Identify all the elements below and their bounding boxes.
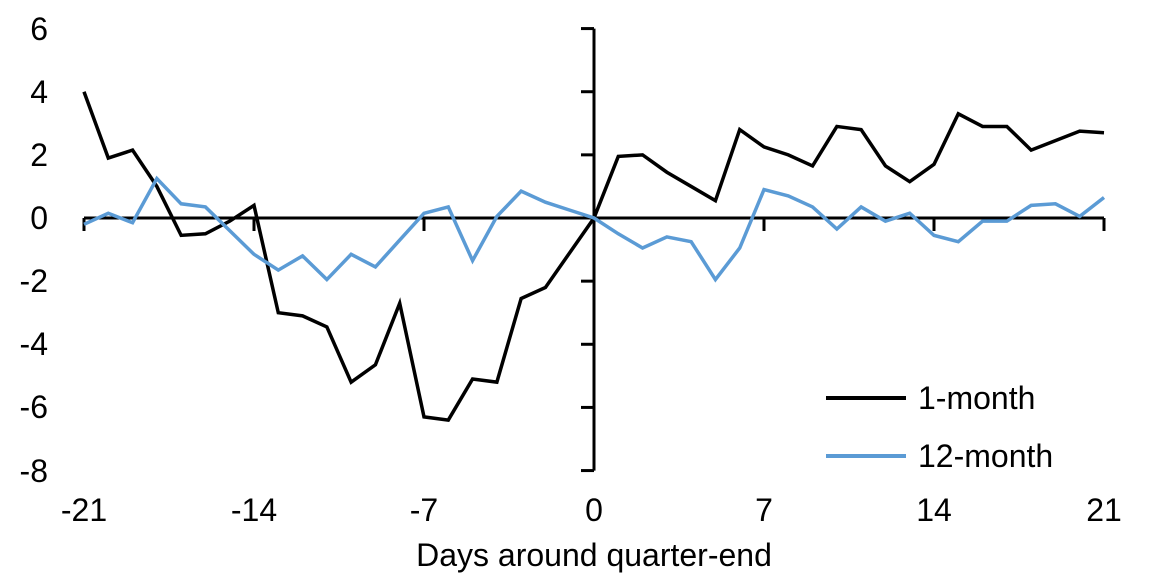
x-axis-tick-label: -21 [60, 492, 108, 528]
legend-line-swatch-1-month [826, 396, 906, 400]
legend-label-1-month: 1-month [918, 380, 1036, 416]
x-axis-tick-label: 21 [1086, 492, 1122, 528]
x-axis-title: Days around quarter-end [416, 537, 772, 573]
legend-label-12-month: 12-month [918, 438, 1054, 474]
y-axis-tick-label: 2 [30, 136, 48, 173]
y-axis-tick-label: 4 [30, 73, 48, 110]
y-axis-tick-label: -2 [19, 263, 48, 300]
y-axis-tick-label: -8 [19, 452, 48, 489]
x-axis-tick-label: 7 [755, 492, 773, 528]
y-axis-tick-label: 6 [30, 10, 48, 47]
x-axis-tick-label: 14 [916, 492, 952, 528]
x-axis-tick-label: -7 [409, 492, 439, 528]
legend-item-1-month: 1-month [826, 380, 1035, 416]
y-axis-tick-label: 0 [30, 200, 48, 236]
series-line-12-month [83, 175, 1106, 283]
legend-item-12-month: 12-month [826, 438, 1053, 474]
y-axis-tick-label: -4 [19, 326, 48, 363]
x-axis-tick-label: 0 [585, 492, 603, 528]
y-axis-tick-label: -6 [19, 389, 48, 426]
legend-line-swatch-12-month [826, 454, 906, 458]
x-axis-tick-label: -14 [230, 492, 278, 528]
